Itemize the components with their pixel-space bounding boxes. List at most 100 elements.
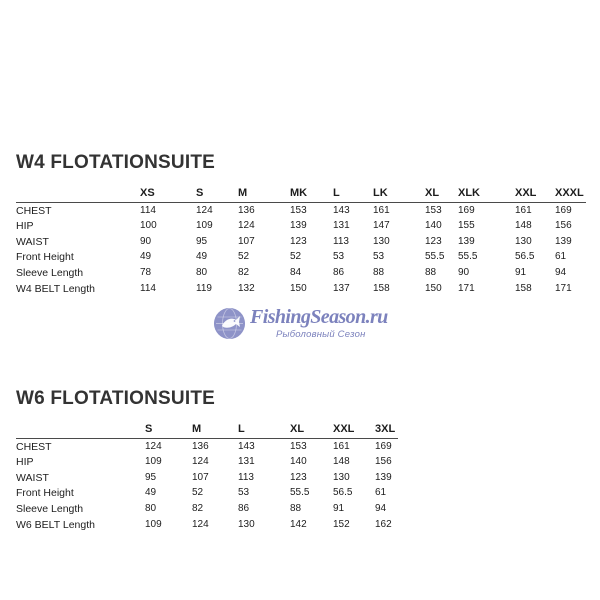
column-header-measurement-w4 xyxy=(16,186,140,203)
table-row: WAIST 90 95 107 123 113 130 123 139 130 … xyxy=(16,234,586,250)
cell-value: 132 xyxy=(238,282,255,294)
row-label-waist: WAIST xyxy=(16,235,49,248)
column-header-xl: XL xyxy=(290,422,333,439)
watermark-fishingseason: FishingSeason.ru Рыболовный Сезон xyxy=(214,302,414,344)
cell-value: 86 xyxy=(333,266,345,278)
cell-value: 152 xyxy=(333,518,350,530)
cell-value: 140 xyxy=(290,456,307,468)
cell-value: 158 xyxy=(515,282,532,294)
table-header-row-w6: S M L XL XXL 3XL xyxy=(16,422,398,439)
cell-value: 171 xyxy=(458,282,475,294)
page-title-w4: W4 FLOTATIONSUITE xyxy=(16,152,216,173)
table-row: WAIST 95 107 113 123 130 139 xyxy=(16,470,398,486)
table-row: HIP 100 109 124 139 131 147 140 155 148 … xyxy=(16,218,586,234)
column-header-m: M xyxy=(238,186,290,203)
cell-value: 80 xyxy=(145,502,157,514)
cell-value: 139 xyxy=(458,235,475,247)
cell-value: 49 xyxy=(196,251,208,263)
cell-value: 55.5 xyxy=(425,251,445,263)
cell-value: 55.5 xyxy=(290,487,310,499)
cell-value: 137 xyxy=(333,282,350,294)
column-header-xs: XS xyxy=(140,186,196,203)
watermark-tagline-text: Рыболовный Сезон xyxy=(276,328,366,340)
cell-value: 56.5 xyxy=(515,251,535,263)
column-header-xl: XL xyxy=(425,186,458,203)
cell-value: 82 xyxy=(192,502,204,514)
cell-value: 150 xyxy=(425,282,442,294)
cell-value: 143 xyxy=(238,440,255,452)
cell-value: 153 xyxy=(290,440,307,452)
cell-value: 169 xyxy=(375,440,392,452)
cell-value: 109 xyxy=(145,518,162,530)
cell-value: 91 xyxy=(333,502,345,514)
cell-value: 109 xyxy=(145,456,162,468)
cell-value: 124 xyxy=(192,518,209,530)
cell-value: 124 xyxy=(145,440,162,452)
cell-value: 113 xyxy=(333,235,349,247)
table-row: HIP 109 124 131 140 148 156 xyxy=(16,454,398,470)
section-w6-flotationsuite: W6 FLOTATIONSUITE S M L XL XXL 3XL xyxy=(16,388,400,532)
page-title-w6: W6 FLOTATIONSUITE xyxy=(16,388,216,409)
cell-value: 169 xyxy=(458,204,475,216)
cell-value: 148 xyxy=(515,220,532,232)
column-header-mk: MK xyxy=(290,186,333,203)
cell-value: 155 xyxy=(458,220,475,232)
cell-value: 49 xyxy=(140,251,152,263)
cell-value: 49 xyxy=(145,487,157,499)
row-label-sleeve-length: Sleeve Length xyxy=(16,502,84,515)
cell-value: 153 xyxy=(290,204,307,216)
row-label-front-height: Front Height xyxy=(16,487,74,500)
cell-value: 107 xyxy=(192,471,209,483)
cell-value: 107 xyxy=(238,235,255,247)
cell-value: 156 xyxy=(375,456,392,468)
cell-value: 94 xyxy=(375,502,387,514)
section-w4-flotationsuite: W4 FLOTATIONSUITE XS S M MK L LK XL XLK xyxy=(16,152,588,296)
column-header-3xl: 3XL xyxy=(375,422,398,439)
table-row: Front Height 49 49 52 52 53 53 55.5 55.5… xyxy=(16,249,586,265)
column-header-s: S xyxy=(145,422,192,439)
cell-value: 94 xyxy=(555,266,567,278)
cell-value: 52 xyxy=(290,251,302,263)
cell-value: 130 xyxy=(333,471,350,483)
cell-value: 53 xyxy=(333,251,345,263)
cell-value: 52 xyxy=(192,487,204,499)
column-header-xlk: XLK xyxy=(458,186,515,203)
cell-value: 123 xyxy=(425,235,442,247)
cell-value: 143 xyxy=(333,204,350,216)
row-label-waist: WAIST xyxy=(16,471,49,484)
cell-value: 139 xyxy=(290,220,307,232)
cell-value: 130 xyxy=(238,518,255,530)
cell-value: 156 xyxy=(555,220,572,232)
cell-value: 53 xyxy=(373,251,385,263)
table-row: W6 BELT Length 109 124 130 142 152 162 xyxy=(16,517,398,533)
column-header-l: L xyxy=(333,186,373,203)
row-label-chest: CHEST xyxy=(16,204,52,217)
cell-value: 113 xyxy=(238,471,254,483)
cell-value: 109 xyxy=(196,220,213,232)
size-table-w4: XS S M MK L LK XL XLK XXL XXXL CHEST 114… xyxy=(16,186,586,296)
cell-value: 158 xyxy=(373,282,390,294)
table-row: Front Height 49 52 53 55.5 56.5 61 xyxy=(16,485,398,501)
cell-value: 124 xyxy=(238,220,255,232)
cell-value: 131 xyxy=(238,456,255,468)
row-label-hip: HIP xyxy=(16,456,34,469)
watermark-brand-text: FishingSeason.ru xyxy=(250,305,388,328)
column-header-xxxl: XXXL xyxy=(555,186,586,203)
cell-value: 114 xyxy=(140,282,156,294)
column-header-xxl: XXL xyxy=(333,422,375,439)
cell-value: 84 xyxy=(290,266,302,278)
cell-value: 139 xyxy=(375,471,392,483)
cell-value: 139 xyxy=(555,235,572,247)
cell-value: 123 xyxy=(290,471,307,483)
table-header-row-w4: XS S M MK L LK XL XLK XXL XXXL xyxy=(16,186,586,203)
size-table-w6: S M L XL XXL 3XL CHEST 124 136 143 153 1… xyxy=(16,422,398,532)
row-label-sleeve-length: Sleeve Length xyxy=(16,266,84,279)
cell-value: 91 xyxy=(515,266,527,278)
table-row: CHEST 124 136 143 153 161 169 xyxy=(16,438,398,454)
cell-value: 55.5 xyxy=(458,251,478,263)
cell-value: 61 xyxy=(375,487,387,499)
cell-value: 130 xyxy=(515,235,532,247)
globe-fish-icon xyxy=(214,307,245,339)
cell-value: 88 xyxy=(290,502,302,514)
